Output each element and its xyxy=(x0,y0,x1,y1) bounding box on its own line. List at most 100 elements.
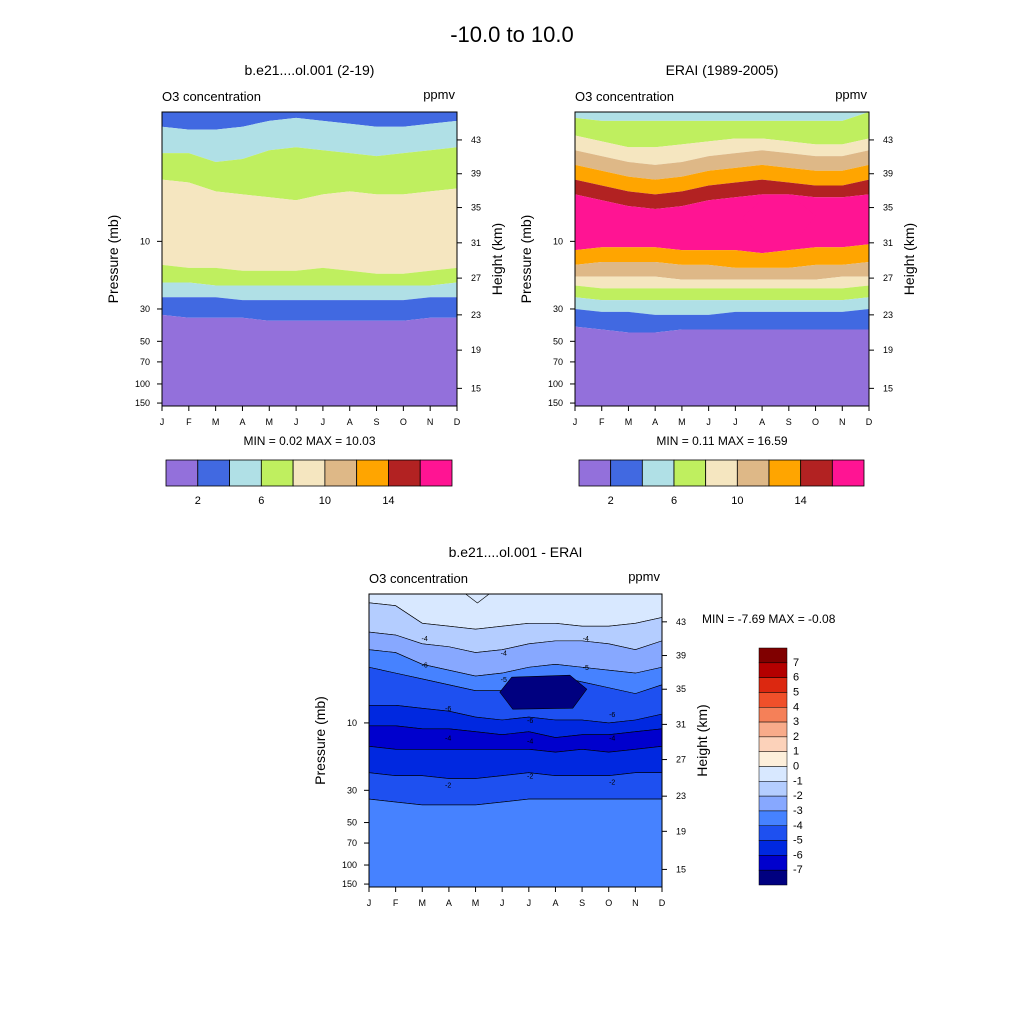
colorbar-swatch xyxy=(758,751,788,767)
colorbar-swatch xyxy=(758,736,788,752)
colorbar-swatch xyxy=(758,647,788,664)
contour-band xyxy=(162,297,457,321)
colorbar-label: 4 xyxy=(793,701,799,713)
contour-band xyxy=(162,314,457,406)
panel-diff: -4 -4 -4 -5 -5 -6 -6 -6 -6 -4 -4 -4 -2 -2 -2 b.e21....o… xyxy=(312,544,836,908)
y2-tick-label: 39 xyxy=(883,169,893,179)
colorbar-label: 6 xyxy=(793,672,799,684)
colorbar-swatch xyxy=(758,707,788,723)
panel-left-label: O3 concentration xyxy=(162,89,261,104)
colorbar-swatch xyxy=(800,459,833,487)
colorbar-swatch xyxy=(768,459,802,487)
y2-axis-label: Height (km) xyxy=(694,704,710,776)
colorbar-swatch xyxy=(292,459,326,487)
y2-tick-label: 15 xyxy=(676,864,686,874)
contour-band xyxy=(368,746,663,779)
x-tick-label: A xyxy=(347,417,353,427)
y2-axis-label: Height (km) xyxy=(901,223,917,295)
y-tick-label: 30 xyxy=(347,785,357,795)
x-tick-label: J xyxy=(160,417,165,427)
y-tick-label: 10 xyxy=(553,236,563,246)
y-axis-label: Pressure (mb) xyxy=(312,696,328,785)
x-tick-label: J xyxy=(573,417,578,427)
x-tick-label: M xyxy=(678,417,686,427)
colorbar-swatch xyxy=(758,721,788,738)
x-tick-label: S xyxy=(374,417,380,427)
x-tick-label: N xyxy=(427,417,434,427)
colorbar-label: 14 xyxy=(795,495,807,507)
contour-label: -6 xyxy=(527,718,533,725)
x-tick-label: N xyxy=(839,417,846,427)
contour-label: -5 xyxy=(583,665,589,672)
contour-label: -6 xyxy=(609,712,615,719)
x-tick-label: M xyxy=(419,898,427,908)
x-tick-label: O xyxy=(812,417,819,427)
colorbar-label: 3 xyxy=(793,716,799,728)
x-tick-label: M xyxy=(625,417,633,427)
contour-label: -4 xyxy=(501,651,507,658)
contour-label: -5 xyxy=(501,677,507,684)
panel-right-label: ppmv xyxy=(835,87,867,102)
y-tick-label: 150 xyxy=(135,398,150,408)
colorbar-swatch xyxy=(758,855,788,871)
colorbar-label: 14 xyxy=(382,495,394,507)
x-tick-label: J xyxy=(733,417,738,427)
contour-band xyxy=(162,282,457,301)
contour-band xyxy=(162,264,457,286)
contour-band xyxy=(162,112,457,130)
y2-tick-label: 23 xyxy=(471,310,481,320)
contour-band xyxy=(368,798,663,888)
colorbar-label: 6 xyxy=(258,495,264,507)
y2-tick-label: 43 xyxy=(676,617,686,627)
colorbar-swatch xyxy=(758,677,788,693)
colorbar-label: 10 xyxy=(731,495,743,507)
y2-tick-label: 43 xyxy=(883,135,893,145)
colorbar-swatch xyxy=(197,459,230,487)
contour-band xyxy=(575,164,869,195)
min-max-label: MIN = 0.11 MAX = 16.59 xyxy=(656,434,788,448)
contour-label: -4 xyxy=(527,738,533,745)
colorbar-label: 2 xyxy=(793,731,799,743)
plot-frame xyxy=(161,111,458,407)
colorbar-label: 7 xyxy=(793,657,799,669)
x-tick-label: A xyxy=(552,898,558,908)
colorbar-swatch xyxy=(758,869,788,886)
contour-band xyxy=(575,297,869,315)
colorbar-swatch xyxy=(758,795,788,812)
contour-band xyxy=(575,112,869,121)
colorbar-swatch xyxy=(641,459,675,487)
y2-tick-label: 27 xyxy=(471,273,481,283)
colorbar-label: -5 xyxy=(793,835,803,847)
panel-model: b.e21....ol.001 (2-19) O3 concentration pp… xyxy=(105,62,505,507)
colorbar-swatch xyxy=(673,459,707,487)
colorbar-swatch xyxy=(260,459,294,487)
y-tick-label: 30 xyxy=(553,304,563,314)
contour-label: -2 xyxy=(527,774,533,781)
y-tick-label: 150 xyxy=(342,879,357,889)
x-tick-label: J xyxy=(294,417,299,427)
x-tick-label: O xyxy=(605,898,612,908)
x-tick-label: D xyxy=(659,898,666,908)
colorbar-swatch xyxy=(229,459,262,487)
colorbar-label: -1 xyxy=(793,775,803,787)
y2-tick-label: 27 xyxy=(676,755,686,765)
y2-tick-label: 35 xyxy=(676,684,686,694)
contour-band xyxy=(575,308,869,333)
colorbar-swatch xyxy=(165,459,199,487)
contour-band xyxy=(575,112,869,148)
panel-right-label: ppmv xyxy=(628,569,660,584)
y2-tick-label: 19 xyxy=(471,345,481,355)
x-tick-label: M xyxy=(266,417,274,427)
colorbar-label: 10 xyxy=(319,495,331,507)
contour-band xyxy=(575,179,869,210)
x-tick-label: A xyxy=(652,417,658,427)
x-tick-label: A xyxy=(759,417,765,427)
figure-title: -10.0 to 10.0 xyxy=(450,22,574,47)
y-tick-label: 10 xyxy=(140,236,150,246)
y2-tick-label: 19 xyxy=(883,345,893,355)
y2-tick-label: 15 xyxy=(883,383,893,393)
colorbar-swatch xyxy=(356,459,389,487)
colorbar-label: 2 xyxy=(608,495,614,507)
x-tick-label: A xyxy=(446,898,452,908)
